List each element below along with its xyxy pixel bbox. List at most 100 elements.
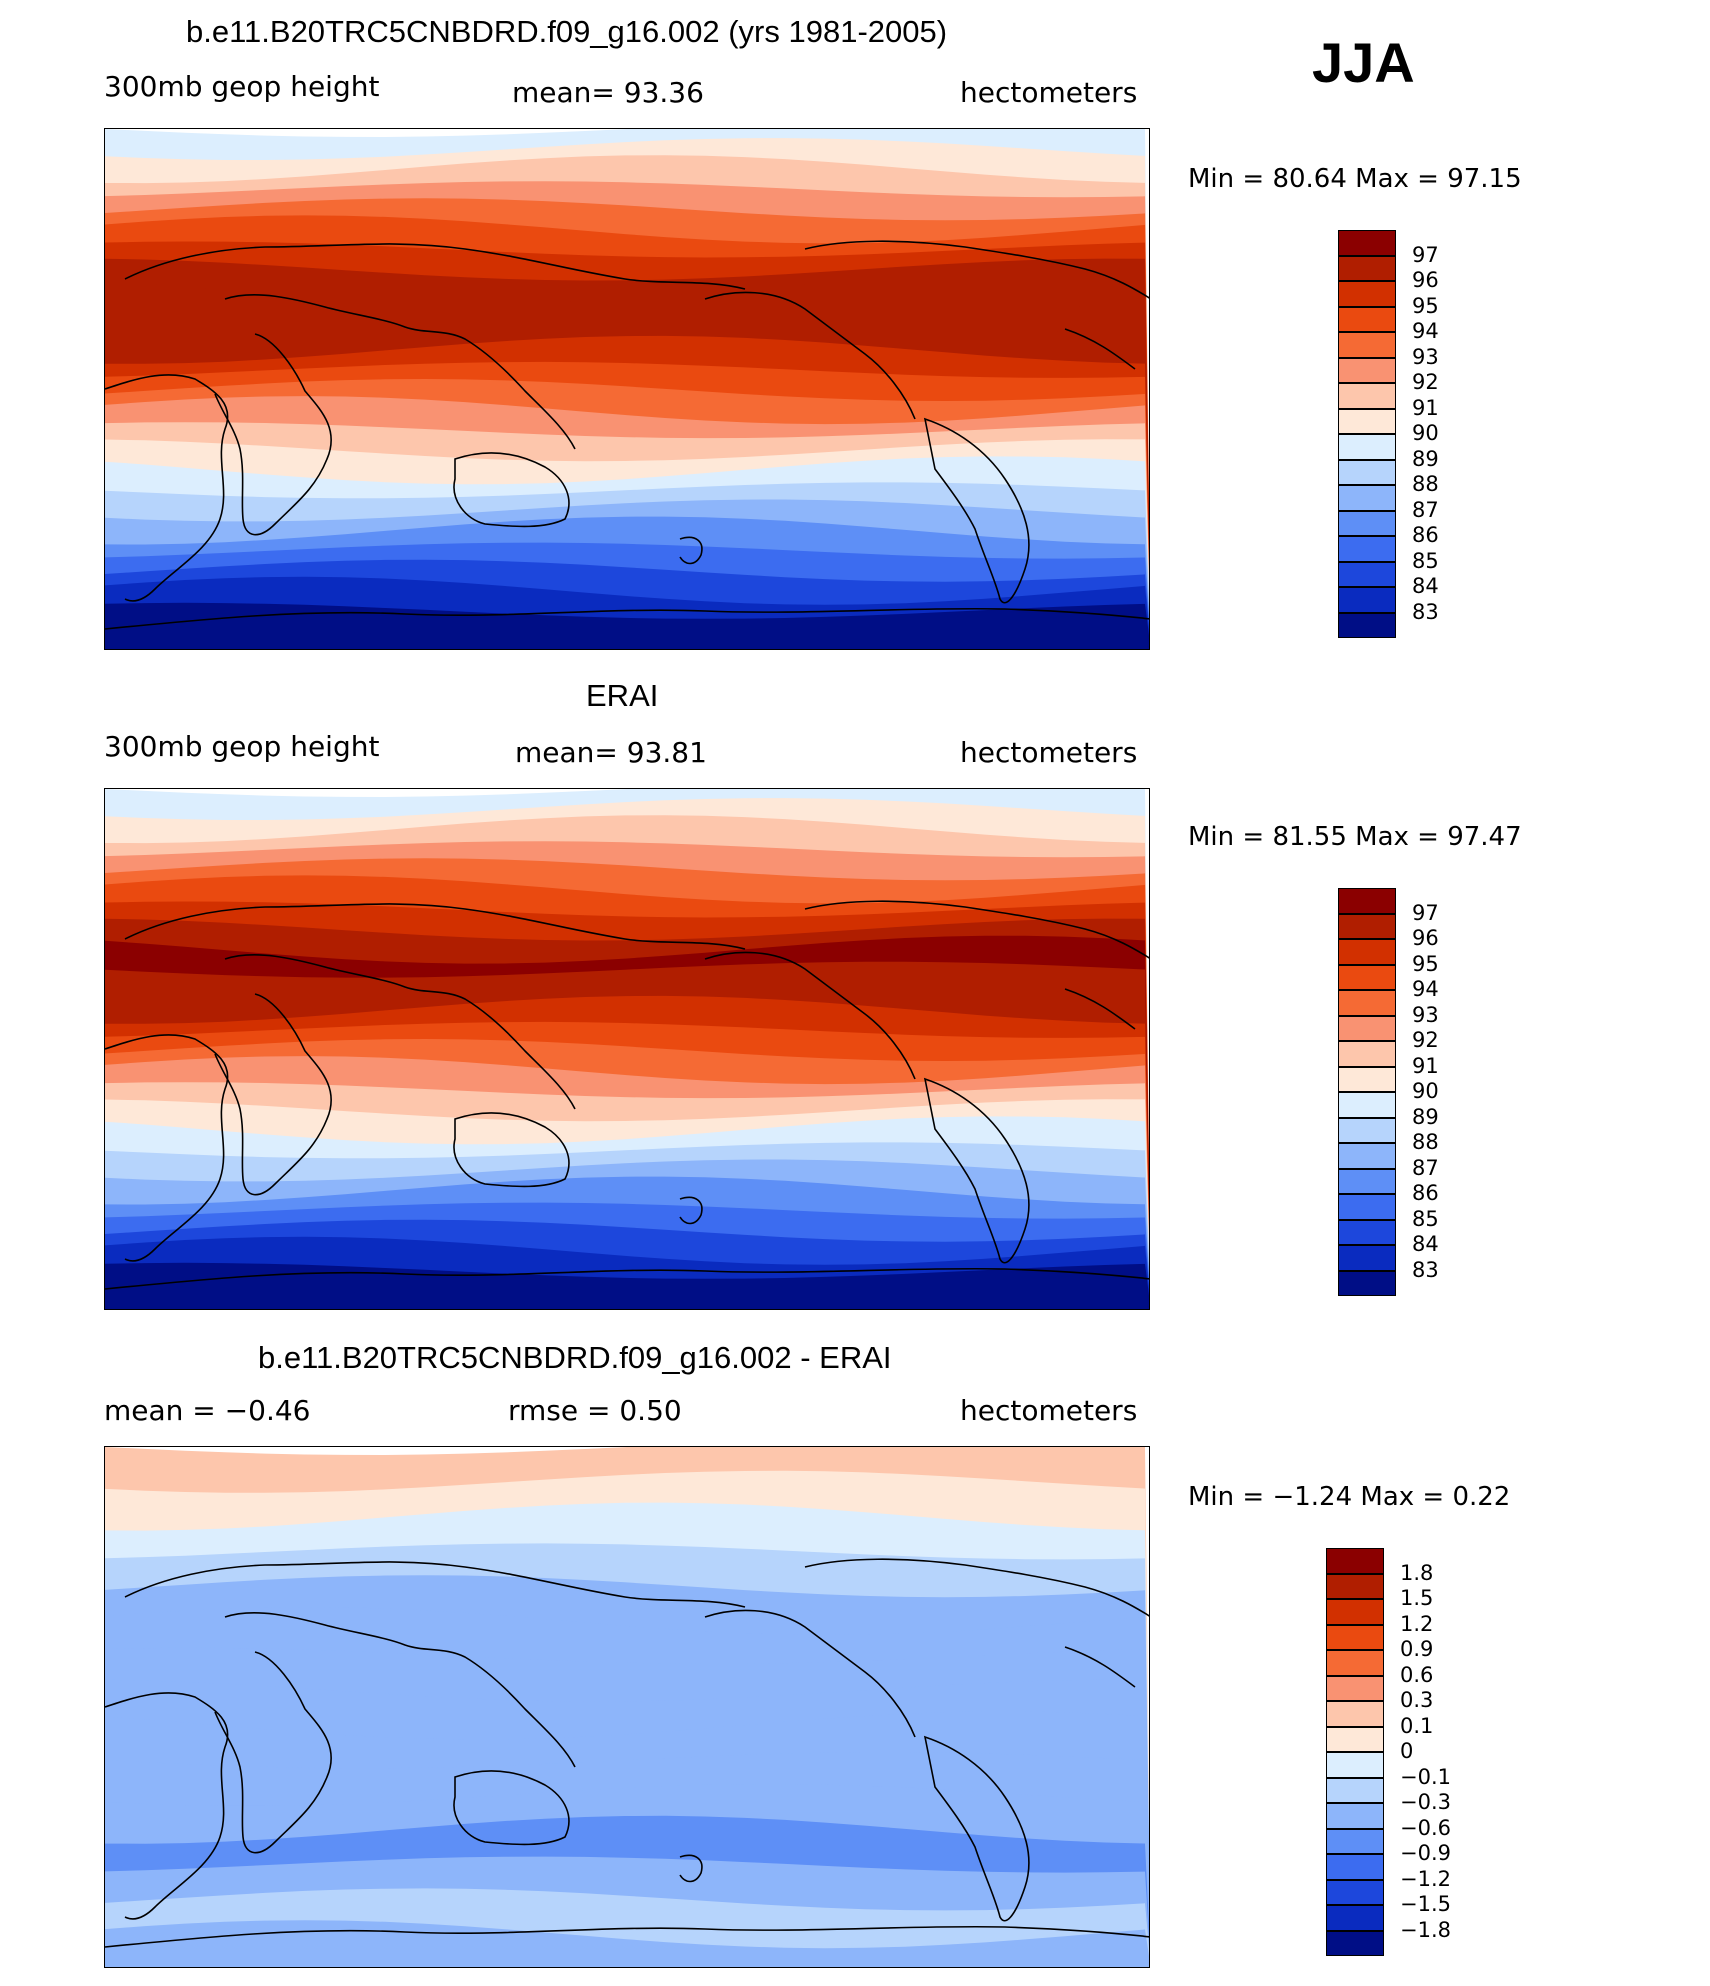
colorbar-tick-label: 0.9	[1400, 1637, 1434, 1661]
variable-label: 300mb geop height	[104, 70, 380, 103]
coastline	[923, 417, 1030, 604]
map-field	[105, 789, 1149, 1309]
colorbar-tick-label: 93	[1412, 344, 1439, 369]
colorbar-swatch	[1338, 1194, 1396, 1220]
colorbar-swatch	[1326, 1905, 1384, 1931]
contour-band	[105, 619, 1149, 649]
colorbar-swatch	[1326, 1701, 1384, 1727]
colorbar-swatch	[1338, 1168, 1396, 1194]
colorbar-swatch	[1338, 913, 1396, 939]
colorbar-swatch	[1338, 255, 1396, 281]
coastline	[804, 1558, 1149, 1617]
coastline	[214, 1651, 332, 1854]
colorbar-swatch	[1338, 1245, 1396, 1271]
units-label: hectometers	[960, 1394, 1138, 1427]
colorbar-tick-label: 84	[1412, 574, 1439, 598]
coastline	[105, 374, 229, 602]
colorbar-swatch	[1338, 612, 1396, 638]
colorbar-swatch	[1338, 1117, 1396, 1143]
colorbar-tick-label: 90	[1412, 1079, 1439, 1103]
coastline	[105, 1267, 1149, 1290]
colorbar-swatch	[1326, 1803, 1384, 1829]
colorbar-swatch	[1338, 561, 1396, 587]
colorbar-swatch	[1338, 332, 1396, 358]
minmax-label: Min = 80.64 Max = 97.15	[1188, 164, 1522, 194]
colorbar-tick-label: 86	[1412, 523, 1439, 547]
colorbar-tick-label: −0.3	[1400, 1790, 1451, 1814]
colorbar-swatch	[1338, 408, 1396, 434]
coastline	[105, 1692, 229, 1920]
colorbar-swatch	[1338, 357, 1396, 383]
colorbar-swatch	[1326, 1879, 1384, 1905]
colorbar-tick-label: 94	[1412, 319, 1439, 343]
coastline	[1064, 1646, 1136, 1688]
colorbar-swatch	[1338, 510, 1396, 536]
coastline	[214, 993, 332, 1196]
coastline	[679, 1854, 703, 1883]
colorbar-swatch	[1338, 1219, 1396, 1245]
colorbar-tick-label: −1.2	[1400, 1866, 1451, 1891]
colorbar-swatch	[1338, 536, 1396, 562]
coastline	[453, 1770, 570, 1846]
colorbar-tick-label: 91	[1412, 1053, 1439, 1078]
colorbar-tick-label: 95	[1412, 951, 1439, 976]
contour-band	[105, 1920, 1149, 1967]
colorbar-swatch	[1326, 1752, 1384, 1778]
colorbar-tick-label: 97	[1412, 900, 1439, 925]
coastline	[679, 1196, 703, 1225]
coastline	[124, 903, 746, 950]
colorbar-swatch	[1326, 1930, 1384, 1956]
colorbar-tick-label: −0.6	[1400, 1815, 1451, 1840]
colorbar-tick-label: 88	[1412, 1130, 1439, 1154]
coastline	[224, 954, 576, 1110]
colorbar-tick-label: 84	[1412, 1232, 1439, 1256]
colorbar-tick-label: 83	[1412, 599, 1439, 624]
colorbar-tick-label: 0.3	[1400, 1688, 1434, 1712]
minmax-label: Min = −1.24 Max = 0.22	[1188, 1482, 1511, 1512]
units-label: hectometers	[960, 76, 1138, 109]
panel-title: b.e11.B20TRC5CNBDRD.f09_g16.002 (yrs 198…	[186, 14, 948, 49]
colorbar-swatch	[1326, 1599, 1384, 1625]
colorbar-swatch	[1338, 434, 1396, 460]
mean-label: mean= 93.81	[515, 736, 707, 769]
coastline	[105, 1925, 1149, 1948]
colorbar-tick-label: 89	[1412, 446, 1439, 471]
coastline	[124, 243, 746, 290]
colorbar-swatch	[1338, 1270, 1396, 1296]
coastline	[704, 1609, 916, 1738]
colorbar-swatch	[1326, 1548, 1384, 1574]
colorbar-tick-label: 93	[1412, 1002, 1439, 1027]
coastline	[923, 1077, 1030, 1264]
colorbar-swatch	[1326, 1573, 1384, 1599]
colorbar-swatch	[1338, 485, 1396, 511]
colorbar-tick-label: 1.5	[1400, 1586, 1434, 1610]
coastline	[804, 900, 1149, 959]
minmax-label: Min = 81.55 Max = 97.47	[1188, 822, 1522, 852]
coastline	[923, 1735, 1030, 1922]
colorbar-tick-label: 87	[1412, 1155, 1439, 1180]
colorbar-swatch	[1326, 1777, 1384, 1803]
coastline	[1064, 328, 1136, 370]
colorbar-tick-label: 0.1	[1400, 1713, 1434, 1738]
coastline	[704, 951, 916, 1080]
map-panel	[104, 1446, 1150, 1968]
colorbar-tick-label: −0.9	[1400, 1841, 1451, 1865]
colorbar-tick-label: 83	[1412, 1257, 1439, 1282]
colorbar-tick-label: 95	[1412, 293, 1439, 318]
colorbar-swatch	[1338, 1041, 1396, 1067]
colorbar-swatch	[1338, 964, 1396, 990]
colorbar-tick-label: 1.8	[1400, 1560, 1434, 1585]
colorbar-swatch	[1338, 939, 1396, 965]
colorbar-swatch	[1338, 281, 1396, 307]
colorbar-tick-label: 97	[1412, 242, 1439, 267]
colorbar-tick-label: 86	[1412, 1181, 1439, 1205]
coastline	[1064, 988, 1136, 1030]
colorbar-swatch	[1326, 1650, 1384, 1676]
coastline	[804, 240, 1149, 299]
coastline	[704, 291, 916, 420]
panel-title: ERAI	[586, 678, 659, 713]
colorbar-swatch	[1326, 1828, 1384, 1854]
colorbar-swatch	[1338, 587, 1396, 613]
colorbar-tick-label: 85	[1412, 1206, 1439, 1231]
colorbar-swatch	[1338, 459, 1396, 485]
